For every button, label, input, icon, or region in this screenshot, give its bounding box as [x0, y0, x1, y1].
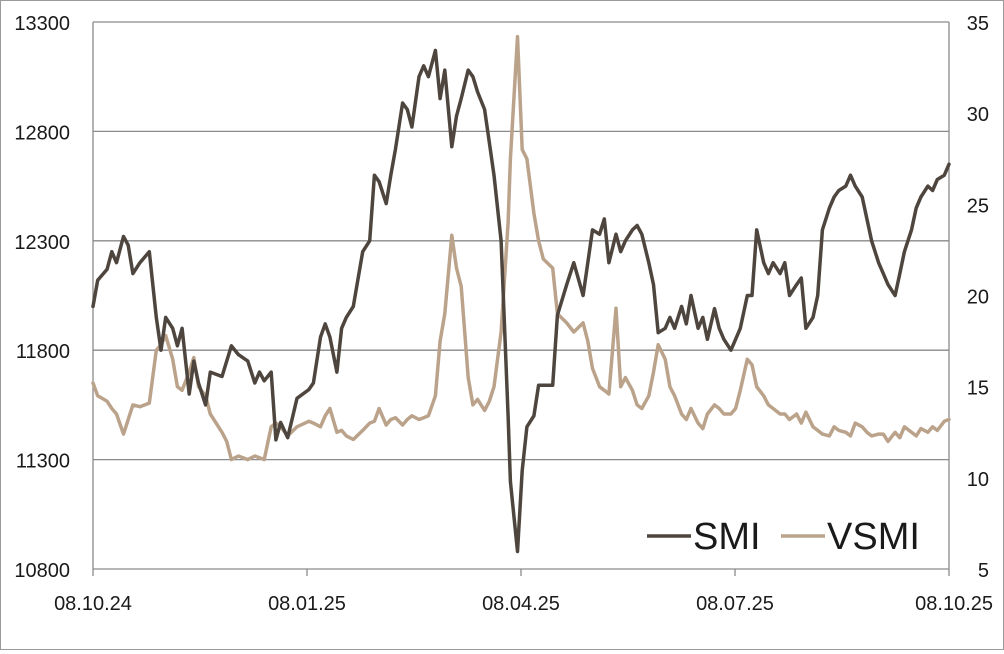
legend: SMI VSMI: [647, 516, 920, 558]
axes: 10800 11300 11800 12300 12800 13300 5 10 15 20 25 3…: [14, 13, 993, 615]
y-left-tick-label-11800: 11800: [16, 341, 70, 363]
y-right-tick-label-35: 35: [967, 13, 989, 35]
y-right-tick-label-20: 20: [967, 287, 989, 309]
y-right-tick-label-25: 25: [967, 195, 989, 217]
series-line-vsmi: [91, 34, 951, 462]
x-tick-label-08.01.25: 08.01.25: [268, 593, 346, 615]
y-left-tick-label-10800: 10800: [14, 560, 70, 582]
y-right-tick-label-30: 30: [967, 104, 989, 126]
y-right-tick-label-15: 15: [967, 378, 989, 400]
y-left-tick-label-12800: 12800: [14, 122, 70, 144]
x-tick-label-08.10.24: 08.10.24: [54, 593, 132, 615]
series-line-smi: [91, 48, 951, 554]
x-tick-label-08.07.25: 08.07.25: [696, 593, 774, 615]
y-right-tick-label-10: 10: [967, 469, 989, 491]
y-left-tick-label-12300: 12300: [14, 232, 70, 254]
x-tick-label-08.10.25: 08.10.25: [915, 593, 993, 615]
series-lines: [91, 34, 951, 554]
y-left-tick-label-11300: 11300: [16, 451, 70, 473]
x-tick-label-08.04.25: 08.04.25: [482, 593, 560, 615]
y-left-tick-label-13300: 13300: [14, 13, 70, 35]
legend-label-smi: SMI: [693, 516, 761, 558]
y-right-tick-label-5: 5: [978, 560, 989, 582]
legend-label-vsmi: VSMI: [827, 516, 920, 558]
